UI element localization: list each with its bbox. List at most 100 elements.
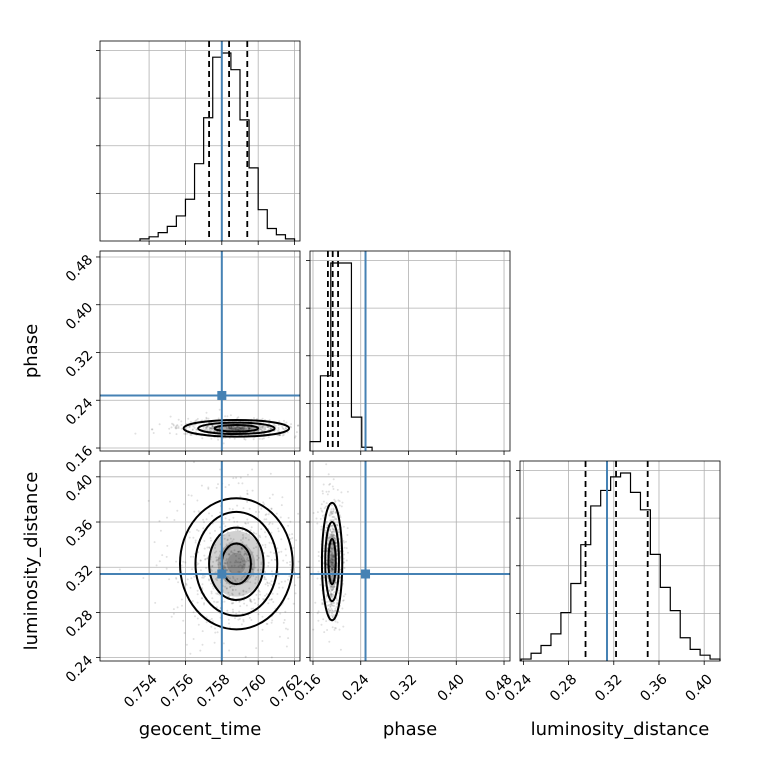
sample-point bbox=[230, 427, 233, 430]
sample-point bbox=[277, 428, 280, 431]
sample-point bbox=[242, 589, 245, 592]
sample-point bbox=[236, 577, 239, 580]
sample-point bbox=[197, 510, 200, 513]
sample-point bbox=[331, 612, 334, 615]
sample-point bbox=[270, 621, 273, 624]
sample-point bbox=[224, 585, 227, 588]
contour-1 bbox=[208, 526, 265, 601]
sample-point bbox=[201, 583, 204, 586]
sample-point bbox=[347, 551, 349, 554]
sample-point bbox=[199, 559, 202, 562]
sample-point bbox=[241, 426, 244, 429]
sample-point bbox=[270, 598, 273, 601]
sample-point bbox=[249, 529, 252, 532]
sample-point bbox=[249, 598, 252, 601]
joint-panel-luminosity_distance-vs-geocent_time bbox=[96, 460, 301, 665]
sample-point bbox=[286, 561, 289, 564]
sample-point bbox=[273, 423, 276, 426]
sample-point bbox=[191, 600, 194, 602]
sample-point bbox=[276, 593, 279, 595]
sample-point bbox=[182, 560, 185, 563]
sample-point bbox=[267, 555, 270, 558]
sample-point bbox=[245, 590, 248, 593]
x-axis-label-phase: phase bbox=[383, 719, 437, 740]
sample-point bbox=[236, 429, 239, 431]
sample-point bbox=[158, 560, 161, 563]
sample-point bbox=[277, 530, 280, 533]
sample-point bbox=[258, 590, 261, 593]
sample-point bbox=[243, 563, 246, 566]
sample-point bbox=[250, 426, 253, 429]
sample-point bbox=[329, 593, 332, 596]
sample-point bbox=[208, 426, 211, 429]
sample-point bbox=[228, 594, 231, 597]
sample-point bbox=[332, 554, 334, 557]
sample-point bbox=[271, 619, 274, 622]
sample-point bbox=[244, 537, 247, 539]
sample-point bbox=[209, 427, 212, 430]
sample-point bbox=[252, 531, 255, 534]
sample-point bbox=[208, 428, 211, 431]
sample-point bbox=[228, 426, 231, 429]
sample-point bbox=[282, 428, 285, 430]
sample-point bbox=[209, 429, 212, 432]
sample-point bbox=[246, 556, 249, 559]
sample-point bbox=[267, 565, 270, 567]
sample-point bbox=[329, 482, 332, 485]
sample-point bbox=[270, 427, 273, 430]
sample-point bbox=[213, 551, 216, 554]
sample-point bbox=[335, 581, 338, 584]
sample-point bbox=[234, 427, 237, 430]
sample-point bbox=[256, 430, 259, 433]
y-tick-label-phase-2: 0.32 bbox=[63, 347, 96, 380]
sample-point bbox=[331, 535, 334, 538]
sample-point bbox=[239, 427, 242, 430]
sample-point bbox=[328, 640, 331, 643]
sample-point bbox=[261, 628, 264, 631]
sample-point bbox=[334, 627, 336, 629]
sample-point bbox=[339, 576, 341, 579]
sample-point bbox=[278, 420, 281, 423]
sample-point bbox=[213, 430, 216, 433]
sample-point bbox=[232, 610, 235, 613]
contour-3 bbox=[179, 497, 294, 631]
sample-point bbox=[192, 425, 195, 428]
sample-point bbox=[228, 483, 230, 486]
sample-point bbox=[217, 438, 220, 441]
sample-point bbox=[222, 564, 225, 567]
sample-point bbox=[333, 518, 336, 521]
sample-point bbox=[337, 533, 340, 536]
sample-point bbox=[331, 548, 334, 551]
sample-point bbox=[253, 532, 256, 535]
sample-point bbox=[294, 436, 296, 439]
sample-point bbox=[210, 427, 213, 430]
sample-point bbox=[265, 425, 267, 428]
sample-point bbox=[334, 500, 337, 503]
sample-point bbox=[266, 555, 269, 557]
sample-point bbox=[206, 426, 209, 429]
sample-point bbox=[247, 426, 250, 429]
sample-point bbox=[263, 575, 266, 578]
sample-point bbox=[246, 518, 249, 521]
sample-point bbox=[210, 625, 213, 628]
sample-point bbox=[339, 576, 342, 579]
sample-point bbox=[238, 593, 241, 596]
sample-point bbox=[323, 576, 326, 579]
sample-point bbox=[285, 421, 288, 424]
sample-point bbox=[186, 578, 189, 581]
sample-point bbox=[231, 589, 234, 592]
sample-point bbox=[323, 547, 325, 550]
sample-point bbox=[205, 417, 208, 420]
sample-point bbox=[280, 580, 283, 583]
sample-point bbox=[269, 551, 272, 554]
sample-point bbox=[322, 618, 325, 621]
sample-point bbox=[205, 425, 208, 428]
sample-point bbox=[185, 583, 188, 586]
sample-point bbox=[279, 516, 282, 519]
sample-point bbox=[247, 428, 250, 431]
contour-1 bbox=[324, 521, 340, 603]
sample-point bbox=[265, 622, 268, 625]
sample-point bbox=[205, 621, 208, 624]
sample-point bbox=[219, 550, 222, 553]
sample-point bbox=[287, 516, 290, 519]
